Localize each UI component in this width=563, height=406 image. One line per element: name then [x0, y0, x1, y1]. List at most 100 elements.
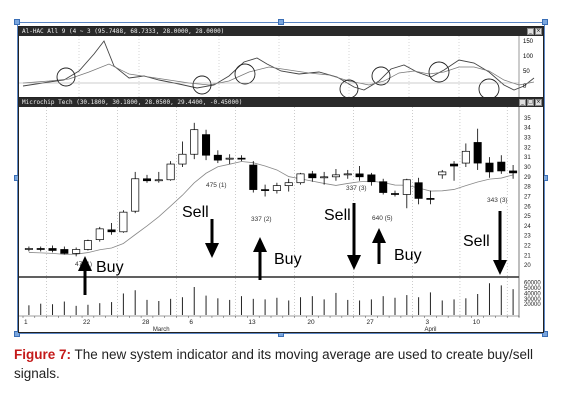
buy-label: Buy: [96, 259, 124, 276]
candle-body: [107, 229, 116, 233]
resize-handle[interactable]: [542, 19, 548, 25]
price-tick-label: 24: [524, 224, 531, 230]
resize-handle[interactable]: [14, 331, 20, 337]
buy-label: Buy: [274, 251, 302, 268]
minimize-icon[interactable]: _: [527, 28, 534, 35]
buy-label: Buy: [394, 247, 422, 264]
candle-body: [261, 189, 270, 191]
maximize-icon[interactable]: □: [527, 99, 534, 106]
candle-body: [142, 178, 152, 182]
signal-circle: [192, 75, 212, 95]
candle-body: [509, 170, 518, 174]
volume-tick-label: 50000: [524, 286, 541, 292]
sell-arrow: [347, 203, 361, 270]
volume-tick-label: 60000: [524, 281, 541, 287]
candle-body: [190, 129, 199, 155]
price-tick-label: 25: [524, 214, 531, 220]
price-title: Microchip Tech: [22, 99, 73, 106]
price-tick-label: 22: [524, 244, 531, 250]
caption-text: The new system indicator and its moving …: [14, 347, 534, 381]
x-tick-label: 20: [307, 319, 315, 326]
x-tick-label: 28: [142, 319, 150, 326]
osc-tick-label: 0: [523, 84, 527, 90]
resize-handle[interactable]: [14, 19, 20, 25]
price-panel: Microchip Tech (30.1800, 30.1800, 28.050…: [18, 97, 544, 333]
x-tick-label: 6: [189, 319, 193, 326]
candle-body: [379, 181, 388, 193]
price-window-controls: _ □ ×: [519, 99, 542, 106]
resize-handle[interactable]: [278, 19, 284, 25]
x-tick-label: 10: [473, 319, 481, 326]
candle-body: [426, 198, 435, 200]
oscillator-window-controls: _ ×: [527, 28, 542, 35]
volume-tick-label: 40000: [524, 291, 541, 297]
candle-body: [178, 153, 187, 165]
month-label: April: [425, 327, 437, 333]
candle-body: [284, 182, 293, 187]
candle-body: [131, 178, 140, 212]
candle-body: [461, 150, 470, 164]
indicator-line: [22, 40, 535, 91]
price-label: 337 (3): [346, 185, 367, 192]
candle-body: [308, 173, 317, 179]
resize-handle[interactable]: [542, 331, 548, 337]
price-title-bar: Microchip Tech (30.1800, 30.1800, 28.050…: [19, 98, 543, 107]
signal-circle: [56, 67, 76, 87]
signal-circle: [234, 63, 256, 85]
candle-body: [119, 211, 128, 233]
oscillator-panel: Al-HAC All 9 (4 ~ 3 (95.7488, 68.7333, 2…: [18, 26, 544, 98]
candle-body: [497, 161, 506, 172]
sell-label: Sell: [463, 233, 490, 250]
candle-body: [331, 174, 340, 178]
candle-body: [367, 174, 376, 183]
price-moving-average: [28, 161, 514, 255]
price-tick-label: 23: [524, 234, 531, 240]
candle-body: [355, 173, 364, 178]
price-tick-label: 30: [524, 165, 531, 171]
close-icon[interactable]: ×: [535, 99, 542, 106]
oscillator-title: Al-HAC All 9 (4 ~ 3 (95.7488, 68.7333, 2…: [19, 27, 543, 36]
x-tick-label: 27: [366, 319, 374, 326]
price-tick-label: 27: [524, 194, 531, 200]
price-label: 475 (1): [206, 182, 227, 189]
candle-body: [202, 134, 211, 156]
price-tick-label: 32: [524, 145, 531, 151]
price-tick-label: 28: [524, 185, 531, 191]
sell-label: Sell: [324, 207, 351, 224]
figure-label: Figure 7:: [14, 347, 72, 362]
signal-circle: [371, 66, 391, 86]
moving-average-line: [22, 63, 535, 86]
candle-body: [225, 157, 234, 160]
candle-body: [402, 179, 411, 195]
price-values: (30.1800, 30.1800, 28.0500, 29.4400, -0.…: [76, 99, 243, 106]
candle-body: [237, 157, 246, 160]
candle-body: [320, 176, 329, 179]
price-tick-label: 34: [524, 126, 531, 132]
candle-body: [485, 162, 494, 173]
signal-circle: [339, 79, 359, 98]
price-tick-label: 29: [524, 175, 531, 181]
candle-body: [272, 185, 281, 191]
candle-body: [83, 240, 92, 250]
price-tick-label: 21: [524, 253, 531, 259]
price-plot: 3534333231302928272625242322212060000500…: [19, 107, 541, 333]
sell-label: Sell: [182, 204, 209, 221]
candle-body: [60, 249, 69, 254]
close-icon[interactable]: ×: [535, 28, 542, 35]
candle-body: [24, 248, 33, 250]
candle-body: [154, 179, 163, 182]
candle-body: [36, 248, 45, 250]
figure-caption: Figure 7: The new system indicator and i…: [14, 345, 549, 383]
buy-arrow: [372, 228, 386, 264]
x-tick-label: 13: [248, 319, 256, 326]
candle-body: [48, 248, 57, 251]
candle-body: [390, 193, 400, 195]
signal-circle: [428, 61, 450, 83]
minimize-icon[interactable]: _: [519, 99, 526, 106]
price-label: 640 (5): [372, 215, 393, 222]
candle-body: [166, 163, 175, 181]
candle-body: [213, 154, 222, 161]
price-label: 337 (2): [251, 216, 272, 223]
x-tick-label: 1: [24, 319, 28, 326]
candle-body: [473, 142, 482, 164]
